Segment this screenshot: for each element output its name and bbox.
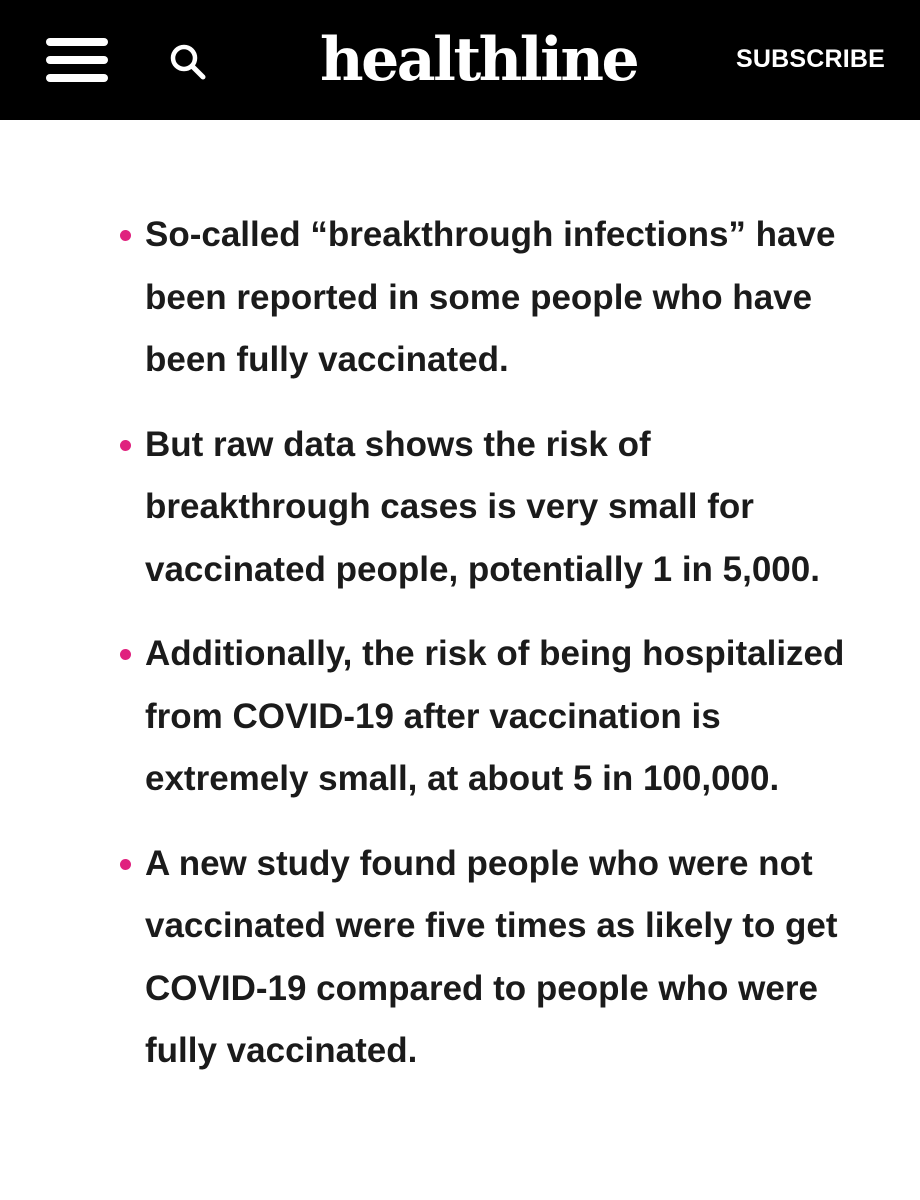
list-item: But raw data shows the risk of breakthro… bbox=[118, 414, 878, 602]
menu-bar-bottom bbox=[46, 74, 108, 82]
bullet-text: So-called “breakthrough infections” have… bbox=[145, 215, 836, 379]
bullet-text: A new study found people who were not va… bbox=[145, 843, 838, 1071]
list-item: Additionally, the risk of being hospital… bbox=[118, 623, 878, 811]
key-points-list: So-called “breakthrough infections” have… bbox=[118, 204, 878, 1105]
search-icon-glyph bbox=[170, 44, 206, 80]
menu-bar-top bbox=[46, 38, 108, 46]
list-item: So-called “breakthrough infections” have… bbox=[118, 204, 878, 392]
article-content: So-called “breakthrough infections” have… bbox=[0, 120, 920, 1200]
bullet-text: But raw data shows the risk of breakthro… bbox=[145, 424, 820, 589]
bullet-text: Additionally, the risk of being hospital… bbox=[145, 634, 845, 798]
healthline-logo[interactable]: healthline bbox=[320, 25, 640, 95]
bullet-dot bbox=[120, 230, 131, 241]
menu-bar-middle bbox=[46, 56, 108, 64]
hamburger-menu-icon[interactable] bbox=[46, 38, 110, 84]
subscribe-button[interactable]: SUBSCRIBE bbox=[736, 45, 886, 73]
bullet-dot bbox=[120, 858, 131, 870]
top-navigation-bar: healthline SUBSCRIBE bbox=[0, 0, 920, 120]
list-item: A new study found people who were not va… bbox=[118, 833, 878, 1083]
search-icon[interactable] bbox=[166, 40, 210, 84]
bullet-dot bbox=[120, 649, 131, 660]
bullet-dot bbox=[120, 439, 131, 451]
